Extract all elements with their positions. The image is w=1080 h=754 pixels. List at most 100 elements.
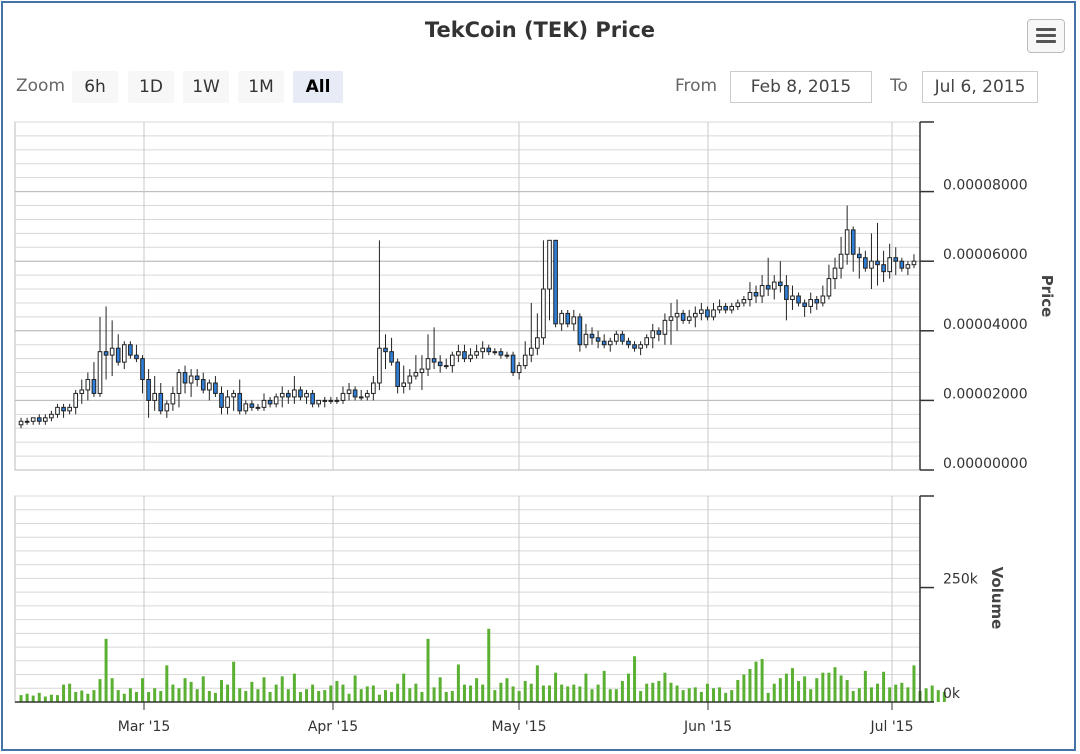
zoom-button-1d[interactable]: 1D (128, 71, 174, 103)
candle-body (103, 351, 109, 356)
volume-bar (353, 675, 357, 702)
zoom-button-1w[interactable]: 1W (183, 71, 229, 103)
candle (656, 327, 662, 342)
candle-body (626, 340, 631, 346)
candle-body (565, 312, 571, 325)
candle (322, 396, 328, 408)
volume-bar (541, 685, 545, 702)
volume-bar (262, 677, 266, 702)
candle (304, 389, 309, 404)
candle-body (67, 406, 72, 412)
candle-body (328, 399, 334, 402)
candle (115, 334, 121, 366)
zoom-button-1m[interactable]: 1M (238, 71, 284, 103)
candle-body (802, 302, 807, 307)
chart-title: TekCoin (TEK) Price (424, 18, 656, 42)
volume-bar (554, 672, 558, 702)
candle-body (644, 337, 650, 346)
volume-bar (705, 683, 709, 702)
volume-bar (529, 683, 533, 702)
candle-body (146, 379, 151, 401)
candle-body (820, 295, 826, 304)
candle (595, 330, 601, 349)
candle-body (638, 344, 643, 349)
volume-bar (669, 682, 673, 702)
volume-bar (347, 693, 351, 702)
candle (176, 369, 182, 408)
candle (164, 400, 170, 418)
volume-bar (827, 672, 831, 702)
volume-bar (420, 691, 424, 702)
volume-bar (626, 673, 630, 702)
volume-bar (930, 685, 934, 702)
candle-body (340, 392, 346, 401)
candle-body (796, 295, 801, 304)
zoom-button-6h[interactable]: 6h (72, 71, 118, 103)
candle (644, 334, 650, 349)
candle (231, 389, 236, 411)
price-plot-area (14, 121, 921, 471)
candle-body (887, 257, 892, 273)
volume-bar (286, 689, 290, 702)
volume-bar (110, 678, 114, 702)
volume-bar (511, 686, 515, 702)
candle-body (729, 305, 735, 311)
candle (565, 309, 571, 328)
candle-body (316, 399, 322, 405)
volume-bar (444, 691, 448, 702)
volume-bar (584, 673, 588, 702)
candle (729, 302, 735, 314)
volume-bar (614, 689, 618, 702)
candle (887, 243, 892, 279)
volume-bar (244, 691, 248, 702)
candle-body (49, 413, 54, 419)
candle (449, 351, 455, 373)
x-tick-label: May '15 (491, 719, 546, 735)
candle (389, 337, 394, 366)
candle-body (18, 420, 24, 426)
candle (67, 403, 72, 415)
from-date-input[interactable]: Feb 8, 2015 (730, 71, 872, 103)
zoom-button-all[interactable]: All (293, 71, 343, 103)
volume-bar (803, 676, 807, 702)
volume-bar (207, 691, 211, 702)
candle-body (680, 312, 686, 321)
volume-bar (772, 683, 776, 702)
volume-bar (876, 683, 880, 702)
candle-body (449, 354, 455, 367)
candle-body (273, 396, 279, 405)
candle (273, 393, 279, 408)
candle-body (352, 389, 358, 398)
context-menu-button[interactable] (1027, 19, 1065, 53)
to-date-input[interactable]: Jul 6, 2015 (922, 71, 1038, 103)
candle (213, 376, 218, 397)
candle-body (115, 347, 121, 363)
candle-body (425, 358, 431, 370)
volume-bar (305, 689, 309, 702)
volume-bar (377, 694, 381, 702)
candle-body (474, 351, 479, 356)
candle-body (158, 392, 164, 412)
volume-bar (760, 658, 764, 702)
volume-bar (590, 689, 594, 702)
candle (468, 348, 473, 363)
volume-bar (159, 691, 163, 702)
candle-body (571, 316, 577, 325)
candle (97, 316, 103, 397)
candle-body (492, 351, 498, 354)
candle (856, 247, 862, 279)
volume-bar (134, 691, 138, 702)
volume-bar (560, 684, 564, 702)
candle (735, 299, 741, 310)
candle (778, 261, 783, 293)
candle-body (613, 333, 619, 342)
candle (61, 403, 66, 418)
candle (759, 275, 765, 303)
candle-body (607, 340, 613, 346)
candle (243, 400, 249, 415)
candle (188, 369, 194, 397)
x-tick-label: Mar '15 (118, 719, 171, 735)
candle-body (759, 285, 765, 297)
candle (796, 292, 801, 307)
volume-bar (882, 671, 886, 702)
